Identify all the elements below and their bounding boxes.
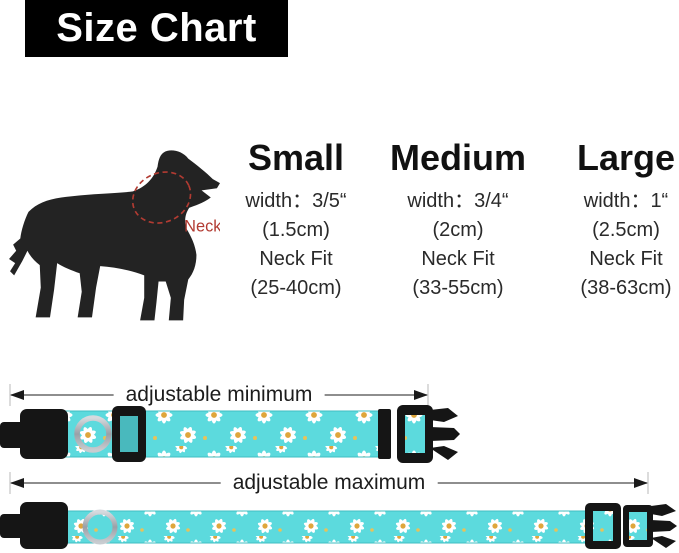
title-banner: Size Chart	[25, 0, 288, 57]
neck-label: Neck	[184, 217, 220, 235]
max-dimension-label: adjustable maximum	[220, 471, 438, 495]
collar-buckle-female	[0, 409, 68, 459]
fit-label: Neck Fit	[589, 248, 663, 270]
right-arrowhead	[634, 478, 648, 488]
fit-label: Neck Fit	[421, 248, 495, 270]
collar-clasp-male	[651, 504, 677, 548]
collar-minimum	[0, 405, 460, 463]
collar-slider-right	[585, 503, 621, 549]
width-spec: width：3/4“	[407, 190, 509, 212]
collar-slider-right	[397, 405, 433, 463]
collar-buckle-female	[0, 502, 68, 549]
collar-keeper-bar	[378, 409, 391, 459]
size-name: Large	[576, 137, 676, 178]
dog-body-shape	[9, 150, 220, 321]
size-column-medium: Medium width：3/4“ (2cm) Neck Fit (33-55c…	[383, 137, 533, 303]
min-dimension-label: adjustable minimum	[113, 383, 325, 407]
left-arrowhead	[10, 478, 24, 488]
width-metric: (2.5cm)	[592, 219, 660, 241]
size-column-small: Small width：3/5“ (1.5cm) Neck Fit (25-40…	[221, 137, 371, 303]
width-spec: width：1“	[583, 190, 669, 212]
fit-range: (33-55cm)	[412, 277, 504, 299]
collar-buckle-male-body	[623, 505, 653, 547]
size-column-large: Large width：1“ (2.5cm) Neck Fit (38-63cm…	[551, 137, 679, 303]
collar-maximum	[0, 502, 677, 549]
size-name: Small	[247, 137, 345, 178]
dog-silhouette: Neck	[9, 150, 220, 321]
collar-clasp-male	[430, 408, 460, 460]
left-arrowhead	[10, 390, 24, 400]
size-name: Medium	[389, 137, 526, 178]
collar-dring	[74, 415, 112, 453]
collar-slider-left	[112, 406, 146, 462]
page-title: Size Chart	[56, 6, 257, 50]
width-spec: width：3/5“	[245, 190, 347, 212]
fit-range: (38-63cm)	[580, 277, 672, 299]
right-arrowhead	[414, 390, 428, 400]
fit-range: (25-40cm)	[250, 277, 342, 299]
width-metric: (2cm)	[432, 219, 484, 241]
fit-label: Neck Fit	[259, 248, 333, 270]
collar-strap	[57, 510, 619, 544]
collar-dring	[82, 509, 118, 545]
width-metric: (1.5cm)	[262, 219, 330, 241]
neck-measure-circle	[131, 171, 192, 224]
